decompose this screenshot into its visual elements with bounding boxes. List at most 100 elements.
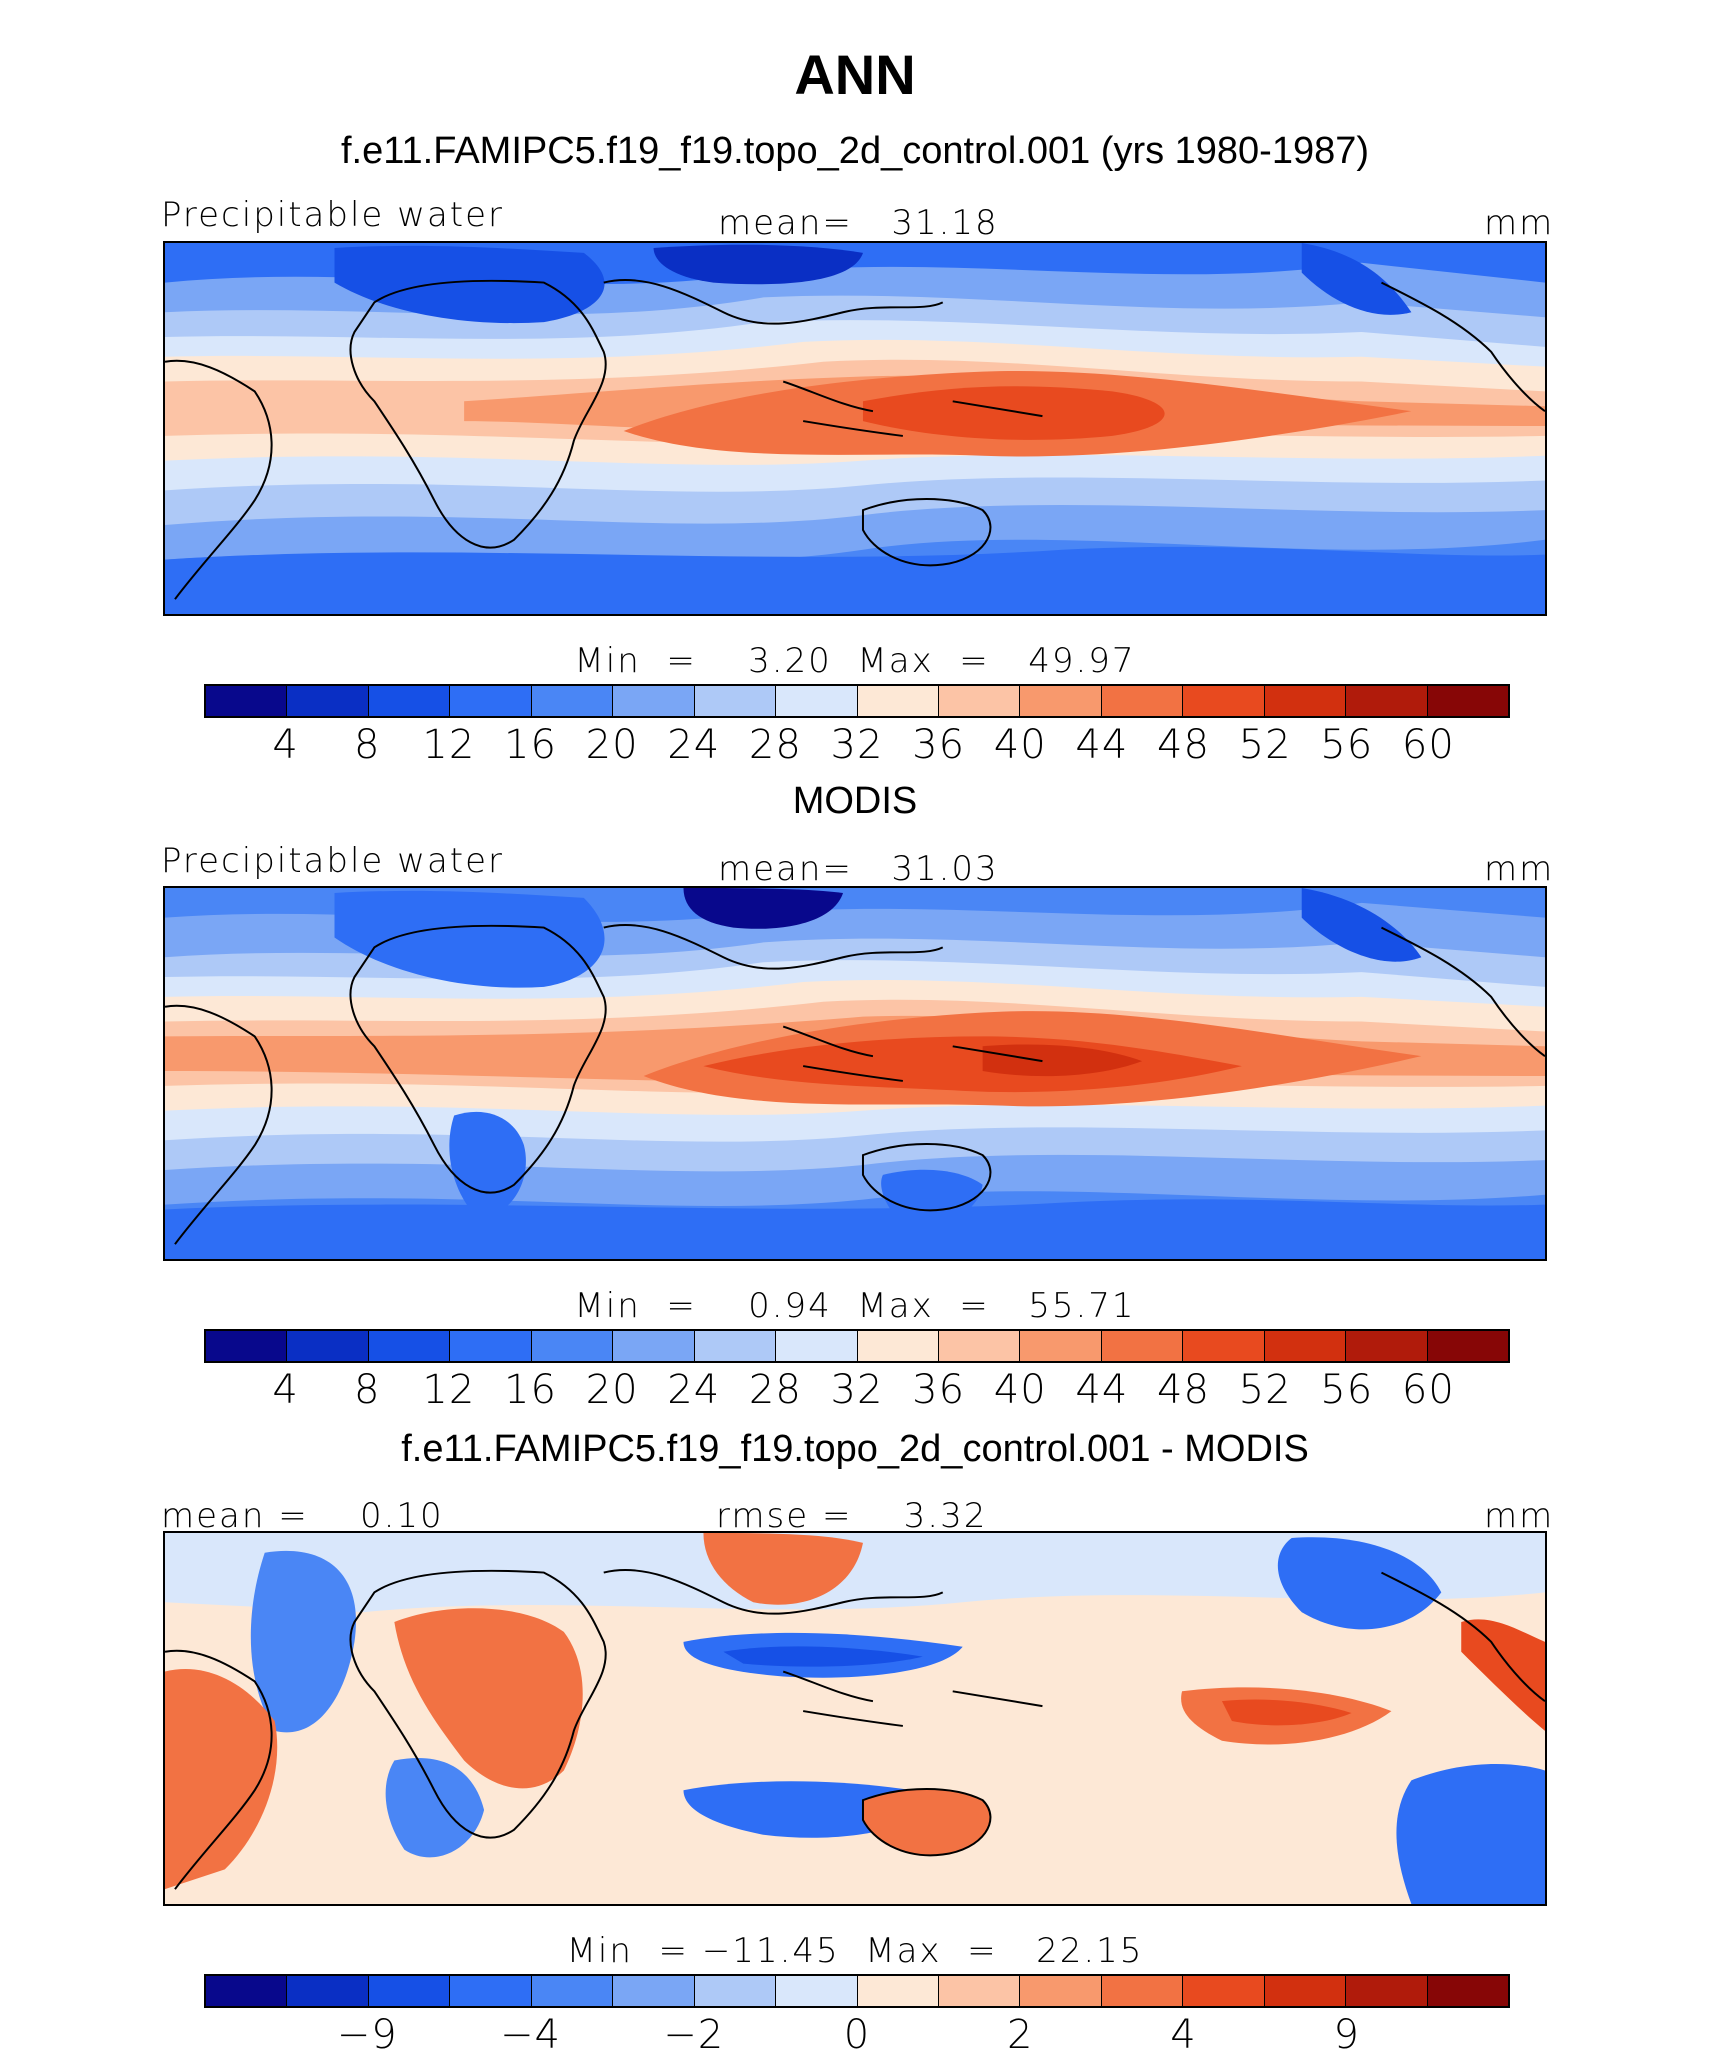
maritime-continent-coast <box>782 1025 1043 1082</box>
panel-3-colorbar <box>204 1974 1510 2008</box>
south-america-coast <box>165 359 273 600</box>
colorbar-segment <box>450 1331 532 1361</box>
field-warm-pool-max <box>982 1044 1143 1077</box>
colorbar-segment <box>1101 1976 1184 2006</box>
field-africa-pos <box>394 1608 583 1789</box>
colorbar-segment <box>938 1331 1021 1361</box>
panel-1-title: f.e11.FAMIPC5.f19_f19.topo_2d_control.00… <box>340 130 1370 172</box>
colorbar-segment <box>1346 686 1428 716</box>
colorbar-segment <box>368 686 451 716</box>
field-southern-ocean <box>165 1199 1545 1259</box>
colorbar-tick: 52 <box>1238 722 1292 768</box>
colorbar-segment <box>1183 1331 1265 1361</box>
panel-2-left-label: Precipitable water <box>161 841 505 881</box>
panel-3-rmse-label: rmse = 3.32 <box>716 1496 988 1536</box>
colorbar-segment <box>368 1331 451 1361</box>
panel-2-mean-label: mean= 31.03 <box>718 849 999 889</box>
field-camerica-pos <box>1461 1619 1545 1731</box>
colorbar-segment <box>206 686 288 716</box>
colorbar-segment <box>531 1976 614 2006</box>
panel-3-colorbar-ticks: −9 −4 −2 0 2 4 9 <box>204 2012 1510 2058</box>
colorbar-segment <box>1183 686 1265 716</box>
central-america-coast <box>1381 281 1545 412</box>
central-america-coast <box>1381 926 1545 1057</box>
colorbar-tick: 44 <box>1075 1367 1129 1413</box>
colorbar-segment <box>857 1976 939 2006</box>
colorbar-segment <box>1346 1331 1428 1361</box>
colorbar-tick: 24 <box>667 722 721 768</box>
colorbar-segment <box>287 1976 369 2006</box>
field-epac-pos-core <box>1221 1699 1352 1726</box>
colorbar-tick: 4 <box>272 722 299 768</box>
colorbar-segment <box>287 1331 369 1361</box>
colorbar-segment <box>1020 1976 1102 2006</box>
colorbar-tick: 48 <box>1157 722 1210 768</box>
coastlines <box>165 1568 1545 1890</box>
field-samerica-pos <box>165 1668 278 1890</box>
australia-coast <box>861 1788 992 1857</box>
panel-1-units-label: mm <box>1484 203 1555 243</box>
figure-title: ANN <box>794 43 916 106</box>
australia-coast <box>861 1143 992 1212</box>
field-npac-neg <box>1277 1537 1442 1630</box>
colorbar-tick: 24 <box>667 1367 721 1413</box>
colorbar-tick: 36 <box>912 1367 966 1413</box>
colorbar-tick: 44 <box>1075 722 1129 768</box>
colorbar-tick: 32 <box>830 722 884 768</box>
field-atlantic-neg <box>250 1550 356 1733</box>
colorbar-tick: 60 <box>1401 722 1455 768</box>
colorbar-tick: 36 <box>912 722 966 768</box>
africa-coast <box>349 279 607 549</box>
colorbar-tick: 9 <box>1333 2012 1360 2058</box>
panel-1-colorbar-ticks: 4 8 12 16 20 24 28 32 36 40 44 48 52 56 … <box>204 722 1510 768</box>
field-sepac-neg <box>1396 1763 1545 1904</box>
coastlines <box>165 923 1545 1245</box>
panel-1-map <box>163 241 1547 616</box>
colorbar-tick: 32 <box>830 1367 884 1413</box>
field-sahara-dry <box>334 245 605 324</box>
colorbar-segment <box>1020 686 1102 716</box>
colorbar-segment <box>1101 686 1184 716</box>
colorbar-segment <box>287 686 369 716</box>
maritime-continent-coast <box>782 380 1043 437</box>
colorbar-segment <box>613 1331 695 1361</box>
colorbar-segment <box>1264 1976 1347 2006</box>
field-tibet-dry <box>683 888 844 929</box>
colorbar-tick: 8 <box>354 1367 381 1413</box>
colorbar-segment <box>857 686 939 716</box>
colorbar-segment <box>776 1976 858 2006</box>
colorbar-tick: 40 <box>993 722 1047 768</box>
colorbar-tick: 4 <box>272 1367 299 1413</box>
panel-2-colorbar <box>204 1329 1510 1363</box>
africa-coast <box>349 1569 607 1839</box>
colorbar-tick: 20 <box>585 722 639 768</box>
colorbar-tick: 8 <box>354 722 381 768</box>
colorbar-tick: 2 <box>1007 2012 1034 2058</box>
field-warm-pool-core <box>862 386 1165 440</box>
field-australia-pos <box>862 1788 991 1856</box>
colorbar-tick: 52 <box>1238 1367 1292 1413</box>
panel-3-title: f.e11.FAMIPC5.f19_f19.topo_2d_control.00… <box>401 1428 1309 1470</box>
colorbar-segment <box>1427 686 1508 716</box>
panel-3-mean-label: mean = 0.10 <box>161 1496 444 1536</box>
panel-2-units-label: mm <box>1484 849 1555 889</box>
colorbar-tick: 20 <box>585 1367 639 1413</box>
colorbar-tick: 56 <box>1320 1367 1374 1413</box>
colorbar-segment <box>1346 1976 1428 2006</box>
panel-1-stats: Min = 3.20 Max = 49.97 <box>574 641 1136 681</box>
panel-2-stats: Min = 0.94 Max = 55.71 <box>574 1286 1136 1326</box>
colorbar-segment <box>694 1976 777 2006</box>
colorbar-tick: 56 <box>1320 722 1374 768</box>
colorbar-segment <box>1183 1976 1265 2006</box>
panel-2-title: MODIS <box>792 780 918 822</box>
colorbar-segment <box>1101 1331 1184 1361</box>
colorbar-segment <box>1427 1331 1508 1361</box>
colorbar-tick: 16 <box>504 722 557 768</box>
central-america-coast <box>1381 1571 1545 1702</box>
panel-1-left-label: Precipitable water <box>161 195 505 235</box>
colorbar-segment <box>1020 1331 1102 1361</box>
colorbar-tick: 60 <box>1401 1367 1455 1413</box>
colorbar-segment <box>694 686 777 716</box>
field-nam-dry <box>1301 243 1412 315</box>
colorbar-tick: −2 <box>663 2012 725 2058</box>
